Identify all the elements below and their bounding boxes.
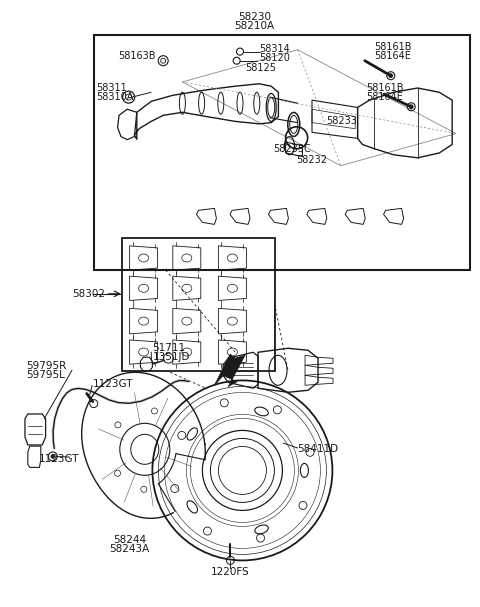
- Text: 58235C: 58235C: [274, 144, 312, 154]
- Text: 58210A: 58210A: [234, 21, 275, 31]
- Text: 58244: 58244: [113, 535, 146, 545]
- Text: 1123GT: 1123GT: [93, 379, 133, 389]
- Text: 59795R: 59795R: [26, 361, 67, 371]
- Text: 58302: 58302: [72, 289, 105, 299]
- Text: 51711: 51711: [153, 343, 186, 353]
- Text: 58243A: 58243A: [109, 544, 150, 554]
- Text: 1351JD: 1351JD: [153, 352, 190, 362]
- Text: 58161B: 58161B: [374, 42, 412, 52]
- Text: 58164E: 58164E: [374, 52, 411, 61]
- Circle shape: [51, 455, 55, 458]
- Text: 58230: 58230: [238, 12, 271, 22]
- Text: 58164E: 58164E: [366, 92, 403, 102]
- Text: 58232: 58232: [297, 155, 328, 164]
- Text: 1123GT: 1123GT: [38, 454, 79, 464]
- Circle shape: [409, 105, 413, 109]
- Text: 59795L: 59795L: [26, 370, 65, 380]
- Text: 58163B: 58163B: [119, 52, 156, 61]
- Text: 58125: 58125: [245, 63, 276, 73]
- Text: 58161B: 58161B: [366, 83, 403, 93]
- Text: 58120: 58120: [259, 53, 290, 63]
- Text: 58314: 58314: [259, 44, 290, 53]
- Text: 58311: 58311: [96, 83, 127, 93]
- Text: 58310A: 58310A: [96, 92, 133, 102]
- Polygon shape: [214, 354, 245, 387]
- Text: 58233: 58233: [326, 117, 357, 126]
- Text: 1220FS: 1220FS: [211, 567, 250, 577]
- Circle shape: [389, 73, 393, 78]
- Text: 58411D: 58411D: [298, 444, 339, 454]
